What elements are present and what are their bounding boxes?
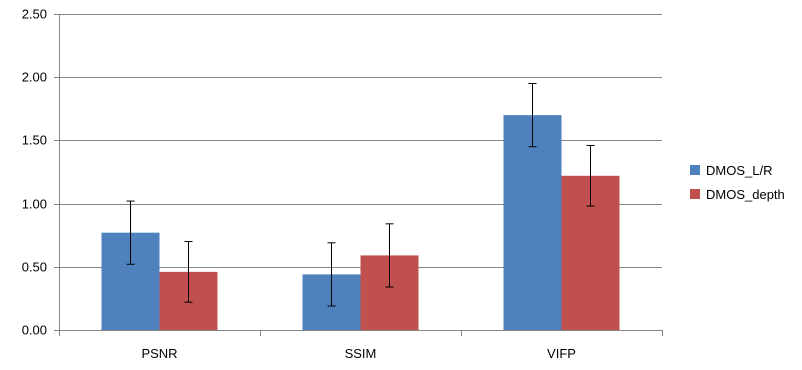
y-tick-label: 1.50: [22, 133, 47, 148]
legend: DMOS_L/R DMOS_depth: [690, 158, 785, 206]
y-tick-label: 2.50: [22, 7, 47, 22]
legend-label-series-2: DMOS_depth: [706, 186, 785, 202]
legend-item-series-2: DMOS_depth: [690, 182, 785, 206]
legend-item-series-1: DMOS_L/R: [690, 158, 785, 182]
y-tick-label: 0.00: [22, 323, 47, 338]
legend-swatch-series-1: [690, 165, 700, 175]
legend-label-series-1: DMOS_L/R: [706, 162, 773, 178]
y-tick-label: 2.00: [22, 70, 47, 85]
x-tick-label: VIFP: [547, 346, 576, 361]
x-tick-label: PSNR: [141, 346, 177, 361]
y-tick-label: 1.00: [22, 197, 47, 212]
legend-swatch-series-2: [690, 189, 700, 199]
x-tick-label: SSIM: [345, 346, 377, 361]
bar: [503, 115, 562, 331]
y-tick-label: 0.50: [22, 260, 47, 275]
